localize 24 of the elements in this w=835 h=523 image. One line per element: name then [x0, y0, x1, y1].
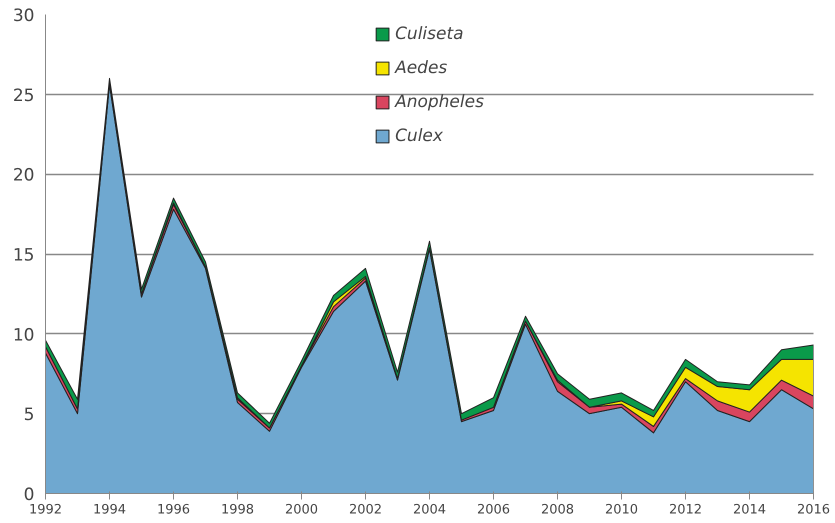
x-tick-label: 2000 [284, 502, 318, 518]
x-tick-label: 2016 [796, 502, 830, 518]
x-tick-label: 1992 [28, 502, 62, 518]
x-tick-label: 2014 [732, 502, 766, 518]
x-tick-label: 2006 [476, 502, 510, 518]
y-tick-label: 0 [24, 485, 35, 505]
x-tick-label: 2010 [604, 502, 638, 518]
y-tick-label: 30 [12, 6, 35, 26]
x-tick-label: 2008 [540, 502, 574, 518]
legend-label: Anopheles [395, 92, 484, 112]
legend-label: Aedes [395, 58, 448, 78]
y-tick-label: 15 [12, 246, 35, 266]
x-tick-label: 2002 [348, 502, 382, 518]
x-tick-label: 1998 [220, 502, 254, 518]
legend-label: Culiseta [395, 24, 464, 44]
x-tick-label: 1996 [156, 502, 190, 518]
x-tick-label: 2004 [412, 502, 446, 518]
y-tick-label: 5 [24, 405, 35, 426]
legend-label: Culex [395, 126, 443, 146]
y-tick-label: 10 [12, 325, 35, 346]
y-tick-label: 25 [12, 86, 35, 106]
y-tick-label: 20 [12, 166, 35, 186]
x-tick-label: 2012 [668, 502, 702, 518]
x-tick-label: 1994 [92, 502, 126, 518]
